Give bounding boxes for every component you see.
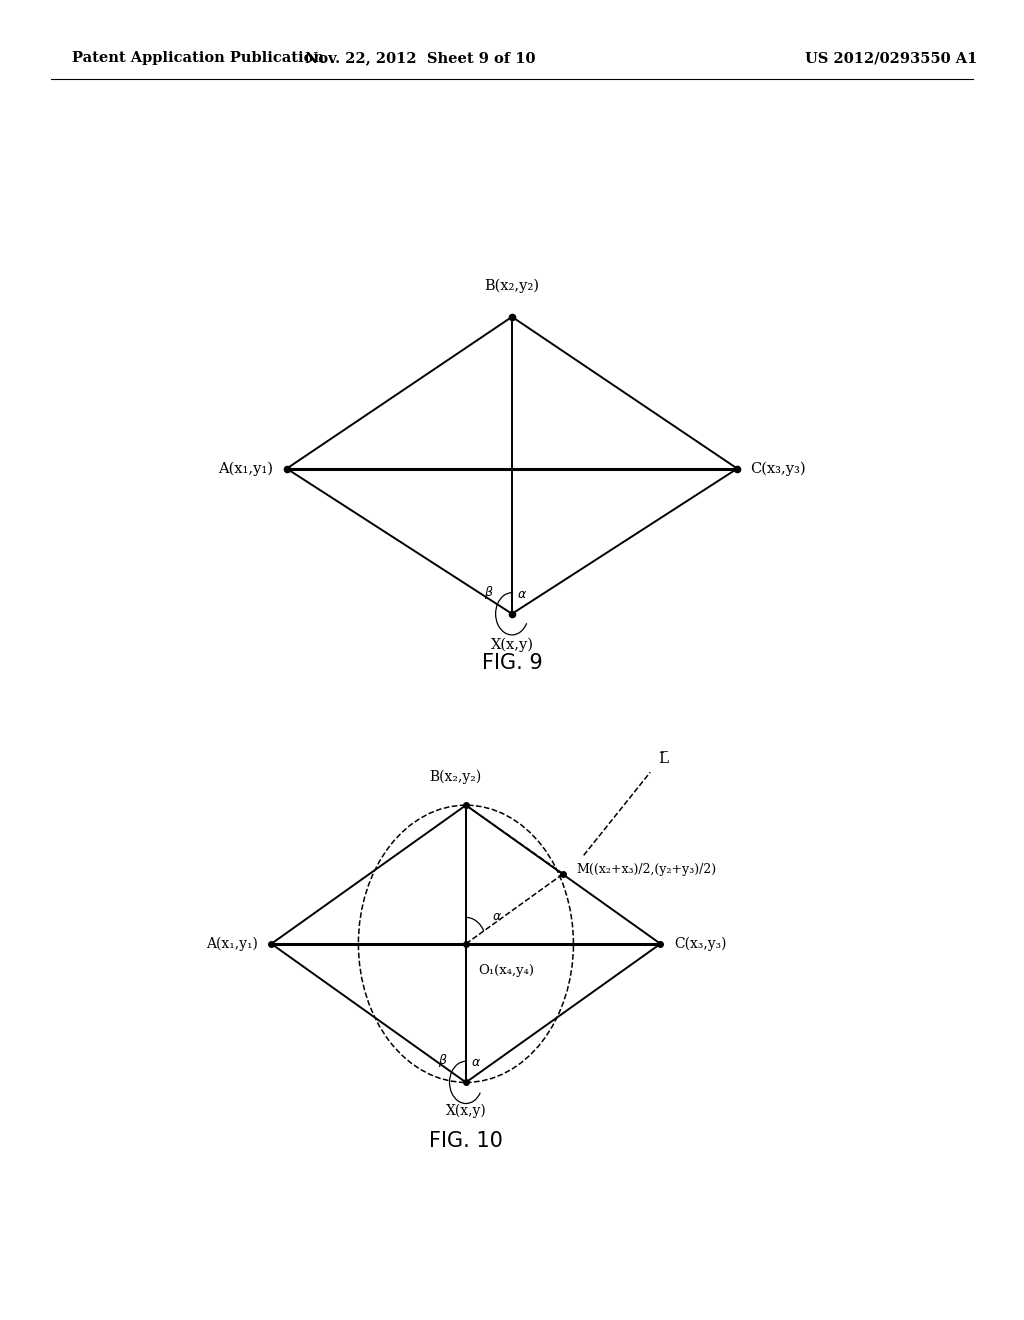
Text: $\alpha$: $\alpha$ xyxy=(492,909,502,923)
Text: X(x,y): X(x,y) xyxy=(490,638,534,652)
Text: A(x₁,y₁): A(x₁,y₁) xyxy=(206,937,258,950)
Text: O₁(x₄,y₄): O₁(x₄,y₄) xyxy=(478,964,535,977)
Text: FIG. 10: FIG. 10 xyxy=(429,1131,503,1151)
Text: FIG. 9: FIG. 9 xyxy=(481,653,543,673)
Text: C(x₃,y₃): C(x₃,y₃) xyxy=(674,937,726,950)
Text: L̅: L̅ xyxy=(658,751,669,766)
Text: M((x₂+x₃)/2,(y₂+y₃)/2): M((x₂+x₃)/2,(y₂+y₃)/2) xyxy=(577,863,717,876)
Text: US 2012/0293550 A1: US 2012/0293550 A1 xyxy=(805,51,977,65)
Text: $\alpha$: $\alpha$ xyxy=(471,1056,481,1069)
Text: C(x₃,y₃): C(x₃,y₃) xyxy=(751,462,806,475)
Text: $\beta$: $\beta$ xyxy=(484,583,494,601)
Text: Nov. 22, 2012  Sheet 9 of 10: Nov. 22, 2012 Sheet 9 of 10 xyxy=(304,51,536,65)
Text: B(x₂,y₂): B(x₂,y₂) xyxy=(429,770,482,784)
Text: X(x,y): X(x,y) xyxy=(445,1104,486,1118)
Text: Patent Application Publication: Patent Application Publication xyxy=(72,51,324,65)
Text: $\beta$: $\beta$ xyxy=(438,1052,447,1069)
Text: $\alpha$: $\alpha$ xyxy=(517,587,527,601)
Text: B(x₂,y₂): B(x₂,y₂) xyxy=(484,279,540,293)
Text: A(x₁,y₁): A(x₁,y₁) xyxy=(218,462,273,475)
